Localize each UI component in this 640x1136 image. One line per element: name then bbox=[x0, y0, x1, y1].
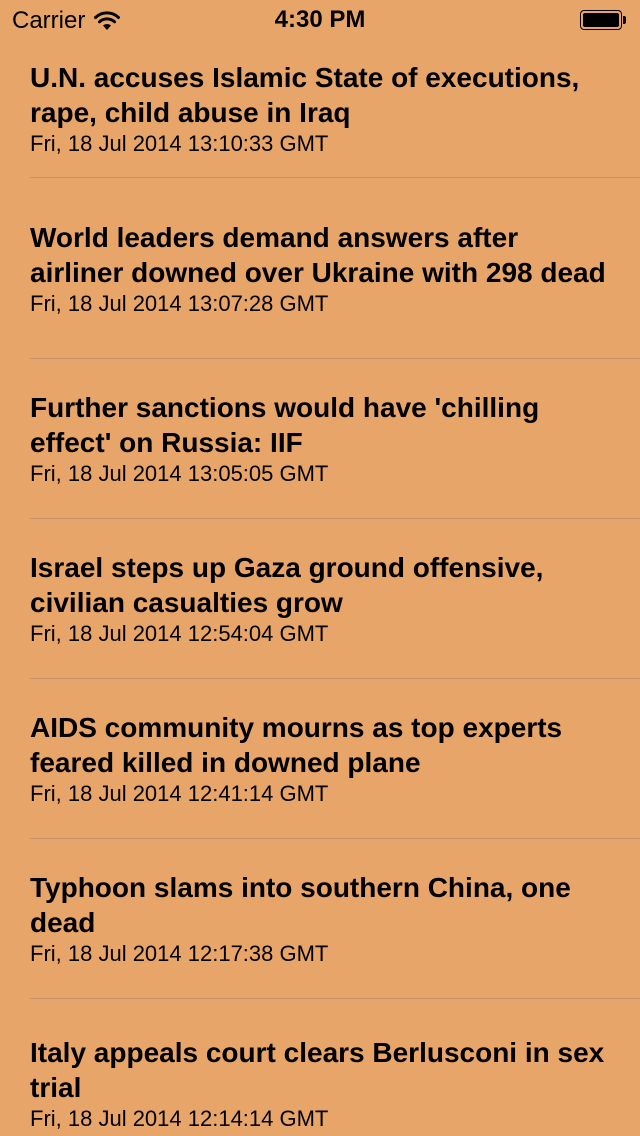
news-date: Fri, 18 Jul 2014 12:14:14 GMT bbox=[30, 1106, 329, 1131]
news-item[interactable]: Israel steps up Gaza ground offensive, c… bbox=[0, 519, 640, 679]
battery-icon bbox=[580, 10, 628, 32]
news-headline: Further sanctions would have 'chilling e… bbox=[30, 392, 540, 458]
news-headline: World leaders demand answers after airli… bbox=[30, 221, 606, 288]
news-item[interactable]: AIDS community mourns as top experts fea… bbox=[0, 679, 640, 839]
news-item[interactable]: Italy appeals court clears Berlusconi in… bbox=[0, 999, 640, 1136]
news-date: Fri, 18 Jul 2014 13:10:33 GMT bbox=[30, 131, 329, 156]
carrier-indicator: Carrier bbox=[12, 7, 121, 35]
battery-body bbox=[580, 10, 622, 30]
battery-fill bbox=[583, 13, 619, 27]
news-list: U.N. accuses Islamic State of executions… bbox=[0, 40, 640, 1136]
status-bar: Carrier 4:30 PM bbox=[0, 0, 640, 40]
news-headline: Israel steps up Gaza ground offensive, c… bbox=[30, 552, 544, 618]
news-date: Fri, 18 Jul 2014 12:41:14 GMT bbox=[30, 781, 329, 806]
news-headline: U.N. accuses Islamic State of executions… bbox=[30, 62, 580, 128]
news-item[interactable]: U.N. accuses Islamic State of executions… bbox=[0, 40, 640, 178]
carrier-label: Carrier bbox=[12, 7, 86, 34]
wifi-icon bbox=[94, 11, 121, 30]
news-date: Fri, 18 Jul 2014 13:07:28 GMT bbox=[30, 290, 329, 316]
news-item[interactable]: Typhoon slams into southern China, one d… bbox=[0, 839, 640, 999]
news-headline: Italy appeals court clears Berlusconi in… bbox=[30, 1037, 605, 1103]
news-headline: Typhoon slams into southern China, one d… bbox=[30, 872, 571, 938]
news-headline: AIDS community mourns as top experts fea… bbox=[30, 712, 563, 778]
news-date: Fri, 18 Jul 2014 12:17:38 GMT bbox=[30, 941, 329, 966]
news-item[interactable]: World leaders demand answers after airli… bbox=[0, 178, 640, 359]
news-item[interactable]: Further sanctions would have 'chilling e… bbox=[0, 359, 640, 519]
battery-tip bbox=[623, 16, 626, 24]
status-time: 4:30 PM bbox=[274, 6, 366, 33]
news-date: Fri, 18 Jul 2014 13:05:05 GMT bbox=[30, 461, 329, 486]
news-date: Fri, 18 Jul 2014 12:54:04 GMT bbox=[30, 621, 329, 646]
